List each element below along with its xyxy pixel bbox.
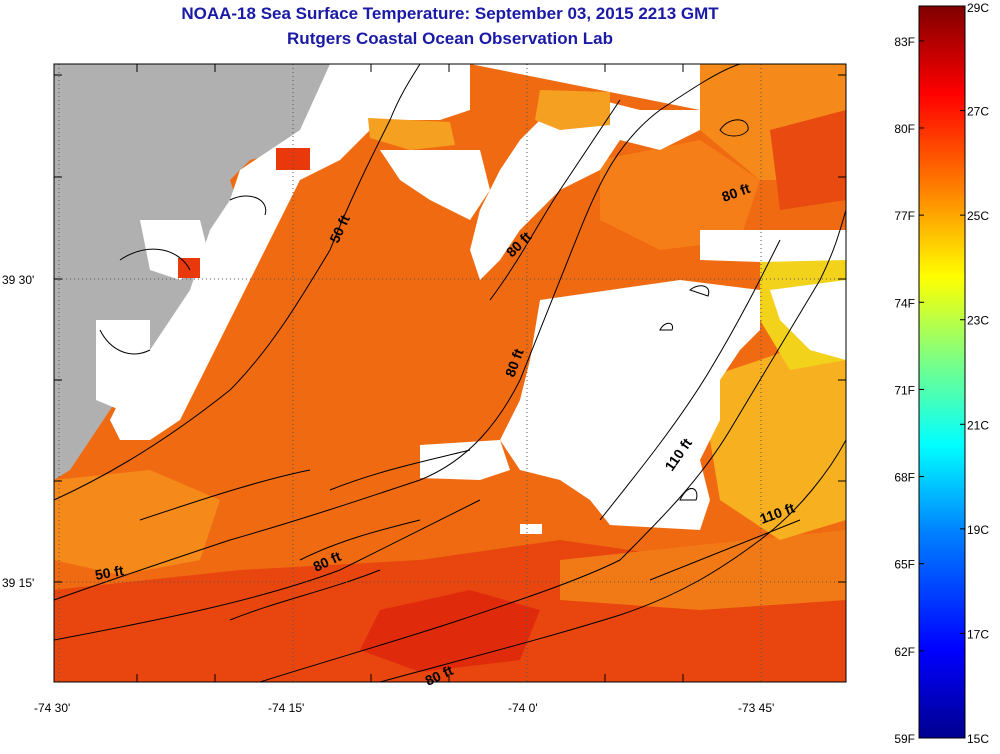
cloud-bay	[96, 320, 150, 410]
cloud-center	[500, 280, 760, 530]
axis-ticks	[54, 64, 846, 682]
ocean-orange-ne	[600, 140, 760, 250]
ocean-patch-north2	[535, 90, 610, 130]
colorbar-celsius-label: 17C	[967, 627, 989, 641]
colorbar-celsius-label: 27C	[967, 105, 989, 119]
colorbar-fahrenheit-label: 62F	[894, 645, 915, 659]
ocean-orange-west	[54, 470, 220, 575]
cloud-east-right	[770, 280, 846, 360]
colorbar-celsius-label: 15C	[967, 732, 989, 746]
cloud-east-strip	[700, 230, 846, 262]
lon-label-74-15: -74 15'	[268, 701, 304, 715]
lon-label-74-30: -74 30'	[34, 701, 70, 715]
cloud-coastal	[110, 64, 470, 440]
lat-label-39-15: 39 15'	[2, 576, 34, 590]
depth-contours	[54, 64, 846, 682]
colorbar-labels: 29C 27C 25C 23C 21C 19C 17C 15C 83F 80F 77F 74F 71F 6…	[894, 1, 989, 746]
map-title: NOAA-18 Sea Surface Temperature: Septemb…	[181, 4, 719, 23]
colorbar-fahrenheit-label: 59F	[894, 732, 915, 746]
colorbar-fahrenheit-label: 74F	[894, 296, 915, 310]
ocean-red-top-right	[770, 110, 846, 210]
ocean-yellow-east	[700, 330, 846, 540]
cloud-speck	[520, 524, 542, 534]
colorbar-celsius-label: 23C	[967, 314, 989, 328]
colorbar-fahrenheit-label: 80F	[894, 122, 915, 136]
colorbar-fahrenheit-label: 71F	[894, 383, 915, 397]
lat-label-39-30: 39 30'	[2, 273, 34, 287]
contour-label-50ft-south: 50 ft	[94, 562, 125, 583]
colorbar-fahrenheit-label: 65F	[894, 558, 915, 572]
cloud-nw-sliver	[380, 150, 490, 220]
colorbar-fahrenheit-label: 68F	[894, 471, 915, 485]
colorbar-celsius-label: 19C	[967, 523, 989, 537]
colorbar-celsius-label: 29C	[967, 1, 989, 15]
graticule	[54, 64, 846, 682]
lon-label-73-45: -73 45'	[738, 701, 774, 715]
hot-pixel-1	[276, 148, 310, 170]
ocean-warm-patch	[360, 590, 540, 672]
map-subtitle: Rutgers Coastal Ocean Observation Lab	[287, 29, 613, 48]
cloud-north	[470, 64, 700, 280]
map-frame	[53, 63, 847, 683]
colorbar-gradient	[918, 5, 966, 739]
cloud-mid-left	[420, 440, 510, 480]
lon-label-74-0: -74 0'	[508, 701, 538, 715]
colorbar-fahrenheit-label: 77F	[894, 209, 915, 223]
ocean-patch-north	[368, 118, 455, 150]
colorbar-fahrenheit-label: 83F	[894, 35, 915, 49]
colorbar-celsius-label: 21C	[967, 418, 989, 432]
colorbar-celsius-label: 25C	[967, 209, 989, 223]
ocean-orange-south	[560, 530, 846, 610]
